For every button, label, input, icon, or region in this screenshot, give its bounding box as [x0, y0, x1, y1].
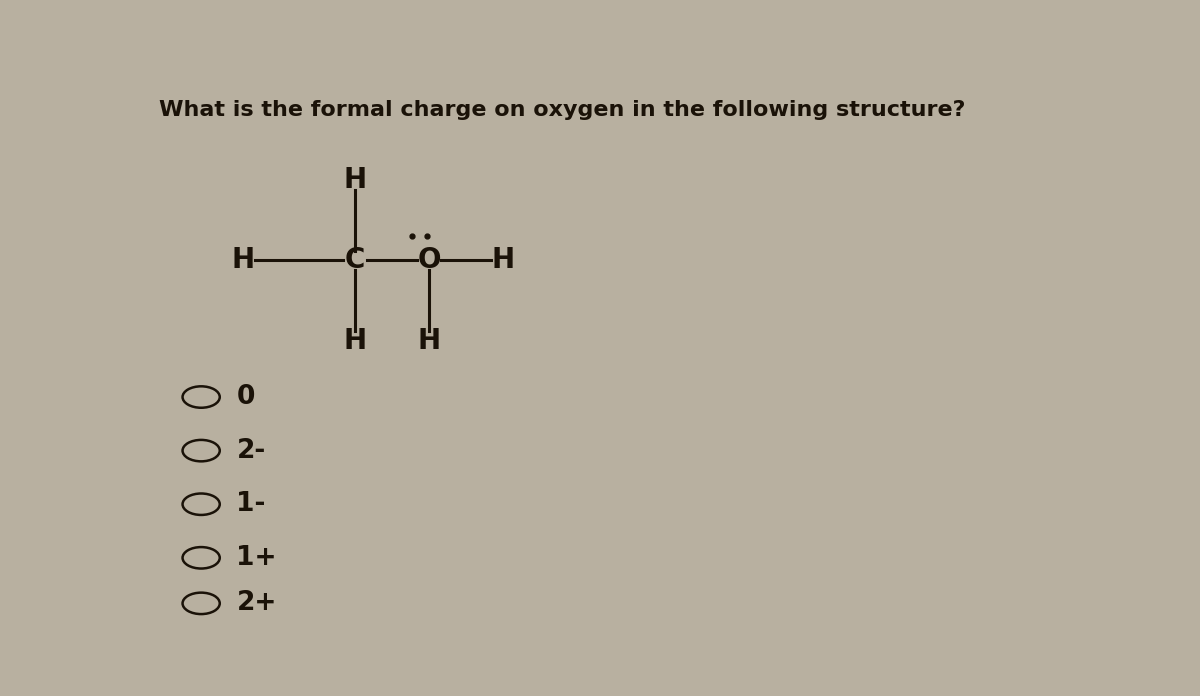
Text: H: H	[343, 166, 366, 194]
Text: 1-: 1-	[236, 491, 266, 517]
Text: C: C	[344, 246, 365, 274]
Text: 2+: 2+	[236, 590, 277, 617]
Text: 2-: 2-	[236, 438, 265, 464]
Text: 0: 0	[236, 384, 254, 410]
Text: 1+: 1+	[236, 545, 277, 571]
Text: O: O	[418, 246, 440, 274]
Text: H: H	[343, 326, 366, 355]
Text: What is the formal charge on oxygen in the following structure?: What is the formal charge on oxygen in t…	[160, 100, 966, 120]
Text: H: H	[232, 246, 254, 274]
Text: H: H	[492, 246, 515, 274]
Text: H: H	[418, 326, 440, 355]
